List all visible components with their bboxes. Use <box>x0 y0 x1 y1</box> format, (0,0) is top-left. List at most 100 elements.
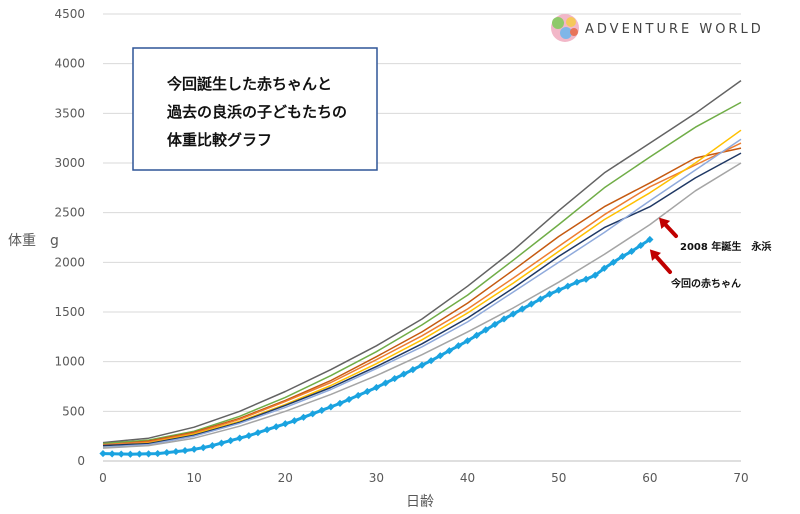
y-tick-label: 500 <box>62 404 85 418</box>
series-marker <box>463 337 472 345</box>
series-marker <box>436 352 444 360</box>
x-tick-label: 0 <box>99 471 107 485</box>
arrow-2008-head-icon <box>658 217 671 230</box>
series-line-6 <box>102 152 742 447</box>
series-marker <box>491 320 499 329</box>
series-marker <box>418 361 426 369</box>
series-marker <box>199 443 207 452</box>
logo: ADVENTURE WORLD <box>551 14 764 42</box>
title-line-2: 過去の良浜の子どもたちの <box>166 103 347 121</box>
x-tick-label: 10 <box>187 471 202 485</box>
annotation-2008: 2008 年誕生 永浜 <box>680 240 771 253</box>
series-marker <box>345 395 353 404</box>
arrow-current-head-icon <box>649 249 661 261</box>
series-marker <box>154 449 162 458</box>
y-tick-label: 1000 <box>54 355 85 369</box>
x-tick-label: 50 <box>551 471 566 485</box>
series-marker <box>108 450 116 458</box>
y-tick-label: 4000 <box>54 57 85 71</box>
y-axis-ticks: 0 500 1000 1500 2000 2500 3000 3500 4000 4500 <box>54 7 85 468</box>
series-marker <box>181 446 189 455</box>
series-marker <box>600 264 608 272</box>
series-marker <box>227 437 235 445</box>
series-marker <box>454 342 463 350</box>
y-tick-label: 3000 <box>54 156 85 170</box>
series-marker <box>618 252 627 260</box>
title-line-3: 体重比較グラフ <box>167 131 272 149</box>
y-tick-label: 1500 <box>54 305 85 319</box>
series-marker <box>527 300 535 308</box>
series-marker <box>518 305 526 313</box>
annotation-current: 今回の赤ちゃん <box>670 277 741 290</box>
series-marker <box>99 449 107 458</box>
series-line-1 <box>102 79 742 444</box>
series-marker <box>473 331 481 339</box>
series-marker <box>309 410 317 418</box>
series-marker <box>391 374 399 383</box>
y-axis-title: 体重 g <box>8 233 59 249</box>
series-marker <box>555 286 563 294</box>
series-line-5 <box>102 129 742 447</box>
title-line-1: 今回誕生した赤ちゃんと <box>166 75 332 93</box>
series-marker <box>172 447 180 456</box>
series-marker <box>546 290 554 298</box>
series-marker <box>609 258 617 266</box>
series-marker <box>500 315 508 323</box>
series-marker <box>135 450 144 458</box>
series-marker <box>637 241 645 250</box>
y-tick-label: 4500 <box>54 7 85 21</box>
series-marker <box>290 417 298 425</box>
series-marker <box>190 445 198 453</box>
series-marker <box>281 420 289 428</box>
y-tick-label: 3500 <box>54 106 85 120</box>
x-tick-label: 20 <box>278 471 293 485</box>
series-marker <box>336 399 344 407</box>
series-line-7 <box>102 138 742 448</box>
series-marker <box>591 271 599 279</box>
series-marker <box>409 366 417 374</box>
series-marker <box>372 383 381 392</box>
x-axis-title: 日齢 <box>406 494 434 510</box>
y-tick-label: 0 <box>77 454 85 468</box>
series-marker <box>327 403 335 411</box>
series-marker <box>318 406 326 414</box>
series-marker <box>208 442 216 450</box>
logo-text: ADVENTURE WORLD <box>585 22 764 37</box>
series-line-2 <box>102 101 742 445</box>
y-tick-label: 2000 <box>54 255 85 269</box>
arrow-current-icon <box>654 254 672 274</box>
series-line-4 <box>102 142 742 446</box>
x-tick-label: 40 <box>460 471 475 485</box>
series-marker <box>582 275 590 283</box>
series-marker <box>381 379 390 387</box>
x-axis-ticks: 0 10 20 30 40 50 60 70 <box>99 471 748 485</box>
title-box: 今回誕生した赤ちゃんと 過去の良浜の子どもたちの 体重比較グラフ <box>132 47 378 171</box>
series-marker <box>117 450 125 458</box>
series-marker <box>509 310 517 318</box>
series-marker <box>536 295 545 303</box>
y-tick-label: 2500 <box>54 206 85 220</box>
series-marker <box>482 326 490 334</box>
series-line-8 <box>102 162 742 449</box>
series-marker <box>245 432 253 440</box>
series-line-3 <box>102 147 742 446</box>
series-marker <box>445 347 453 355</box>
series-marker <box>299 413 308 421</box>
x-tick-label: 60 <box>642 471 657 485</box>
series-marker <box>354 391 362 400</box>
x-tick-label: 70 <box>733 471 748 485</box>
series-marker <box>217 439 226 447</box>
logo-emblem-icon <box>551 14 579 42</box>
series-group <box>99 79 742 458</box>
series-marker <box>126 450 134 458</box>
series-marker <box>573 278 581 286</box>
series-marker <box>236 434 244 442</box>
annotations: 2008 年誕生 永浜 今回の赤ちゃん <box>649 217 771 290</box>
series-marker <box>144 450 153 458</box>
series-marker <box>628 247 636 256</box>
series-line-9 <box>102 238 651 456</box>
series-marker <box>254 429 262 437</box>
series-marker <box>400 370 408 378</box>
x-tick-label: 30 <box>369 471 384 485</box>
